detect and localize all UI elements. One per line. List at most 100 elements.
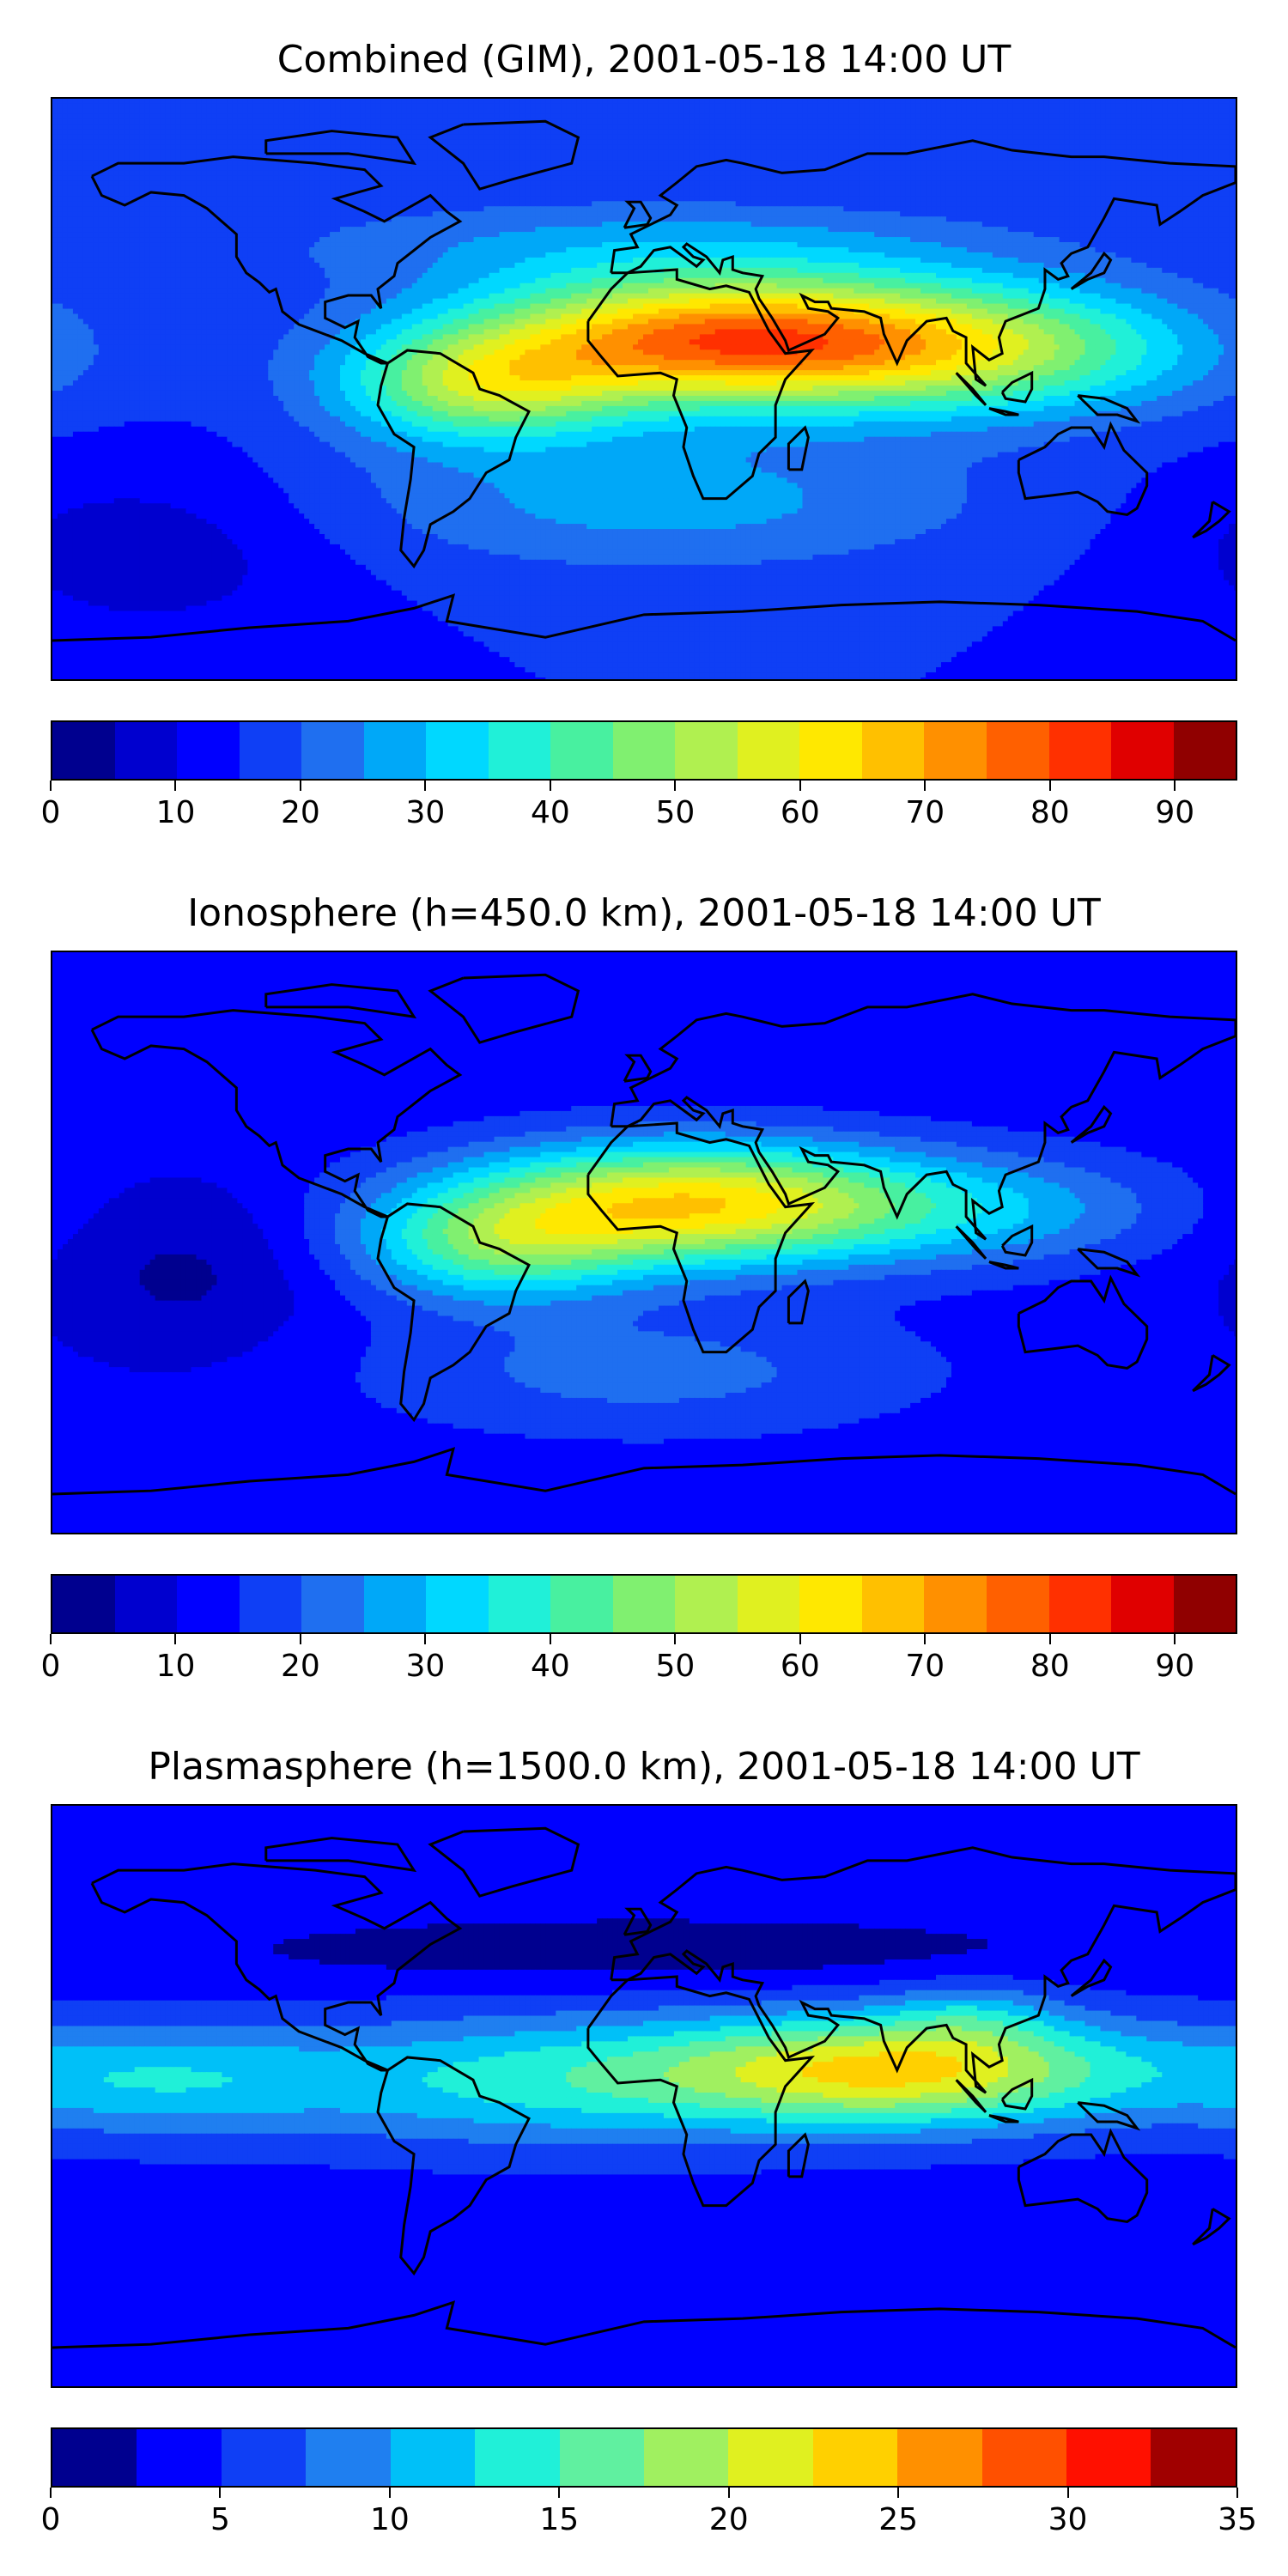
colorbar-tick-label: 0 [41,1649,61,1684]
colorbar-segment [475,2429,559,2486]
colorbar-tick [924,781,926,791]
colorbar-tick-label: 5 [210,2503,230,2537]
colorbar-tick-label: 10 [156,796,196,830]
colorbar-tick-label: 90 [1155,796,1194,830]
colorbar-segment [897,2429,981,2486]
colorbar-segment [1049,1576,1112,1632]
colorbar-segment [426,1576,489,1632]
colorbar-tick [1067,2488,1069,2498]
colorbar-tick [897,2488,899,2498]
colorbar-segment [1049,722,1112,779]
colorbar-tick-label: 40 [531,1649,570,1684]
colorbar-segment [391,2429,475,2486]
colorbar-plasmasphere [51,2427,1237,2488]
colorbar-tick [50,1634,52,1644]
colorbar-tick [799,781,801,791]
colorbar-tick-label: 90 [1155,1649,1194,1684]
colorbar-combined [51,720,1237,781]
colorbar-tick [424,781,426,791]
colorbar-tick-label: 20 [281,1649,320,1684]
colorbar-segment [1174,1576,1236,1632]
colorbar-tick-label: 50 [655,796,695,830]
colorbar-segment [306,2429,390,2486]
colorbar-tick [1049,1634,1051,1644]
colorbar-segment [426,722,489,779]
colorbar-segment [240,722,302,779]
colorbar-tick [300,1634,301,1644]
colorbar-tick [674,781,676,791]
colorbar-segment [137,2429,221,2486]
colorbar-tick [924,1634,926,1644]
colorbar-tick-label: 30 [1048,2503,1088,2537]
map-canvas-plasmasphere [52,1806,1236,2386]
panel-title-plasmasphere: Plasmasphere (h=1500.0 km), 2001-05-18 1… [0,1745,1288,1789]
colorbar-segment [813,2429,897,2486]
map-plasmasphere [51,1804,1237,2388]
colorbar-segment [982,2429,1066,2486]
colorbar-tick [550,1634,551,1644]
map-ionosphere [51,951,1237,1534]
colorbar-segment [799,1576,862,1632]
colorbar-ticks-plasmasphere: 0 5 10 15 20 25 30 35 [51,2488,1237,2539]
colorbar-tick-label: 10 [156,1649,196,1684]
colorbar-segment [613,722,676,779]
colorbar-segment [1151,2429,1235,2486]
colorbar-segment [52,1576,115,1632]
colorbar-segment [924,1576,987,1632]
colorbar-segment [675,1576,738,1632]
colorbar-tick-label: 30 [406,796,446,830]
colorbar-segment [675,722,738,779]
colorbar-tick [728,2488,730,2498]
map-combined [51,97,1237,681]
colorbar-segment [1174,722,1236,779]
colorbar-segment [1066,2429,1151,2486]
colorbar-tick [50,2488,52,2498]
colorbar-tick [1174,1634,1176,1644]
colorbar-segment [862,1576,925,1632]
colorbar-segment [301,1576,364,1632]
colorbar-segment [177,1576,240,1632]
colorbar-tick [1174,781,1176,791]
colorbar-segment [728,2429,812,2486]
colorbar-tick [219,2488,221,2498]
colorbar-tick-label: 40 [531,796,570,830]
colorbar-segment [799,722,862,779]
colorbar-tick [799,1634,801,1644]
colorbar-tick-label: 15 [539,2503,579,2537]
colorbar-tick-label: 20 [281,796,320,830]
colorbar-tick-label: 35 [1218,2503,1257,2537]
map-canvas-combined [52,99,1236,679]
colorbar-segment [560,2429,644,2486]
colorbar-segment [52,722,115,779]
colorbar-segment [115,1576,178,1632]
colorbar-segment [1111,722,1174,779]
colorbar-segment [52,2429,137,2486]
colorbar-tick [424,1634,426,1644]
colorbar-tick-label: 0 [41,796,61,830]
map-canvas-ionosphere [52,952,1236,1533]
colorbar-segment [987,722,1049,779]
colorbar-segment [177,722,240,779]
colorbar-ticks-combined: 0 10 20 30 40 50 60 70 80 90 [51,781,1237,832]
tec-field-plasmasphere [52,1806,1236,2386]
colorbar-tick [1049,781,1051,791]
colorbar-segment [222,2429,306,2486]
colorbar-tick-label: 10 [370,2503,410,2537]
colorbar-tick-label: 60 [781,1649,820,1684]
colorbar-tick [674,1634,676,1644]
colorbar-tick [558,2488,560,2498]
colorbar-tick [550,781,551,791]
colorbar-segment [613,1576,676,1632]
tec-field-combined [52,99,1236,679]
colorbar-tick-label: 80 [1030,796,1070,830]
colorbar-ionosphere [51,1574,1237,1634]
colorbar-segment [240,1576,302,1632]
colorbar-segment [550,722,613,779]
colorbar-tick-label: 25 [878,2503,918,2537]
colorbar-tick-label: 70 [905,1649,945,1684]
colorbar-tick [1236,2488,1238,2498]
colorbar-tick [300,781,301,791]
colorbar-segment [301,722,364,779]
colorbar-segment [644,2429,728,2486]
colorbar-segment [550,1576,613,1632]
